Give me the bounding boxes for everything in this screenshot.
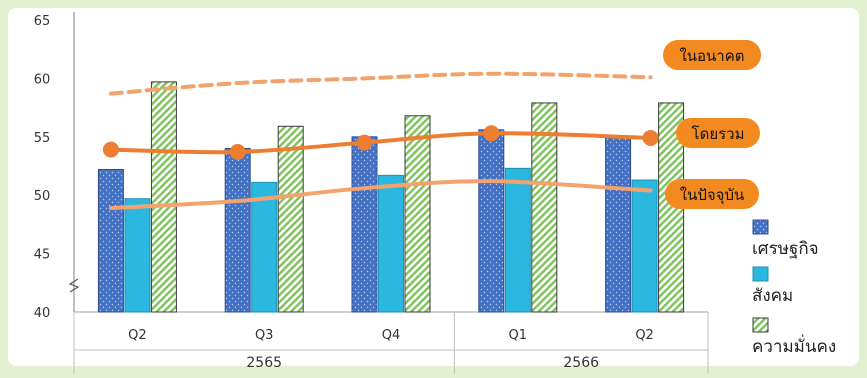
x-group-label: 2566 [563, 355, 599, 371]
line-marker-2 [356, 134, 373, 151]
legend-label-2: ความมั่นคง [752, 334, 836, 357]
legend-swatch-1 [752, 266, 769, 282]
line-label-2: ในปัจจุบัน [680, 186, 744, 205]
line-label-1: โดยรวม [692, 125, 745, 143]
bar-series-1-cat-0 [124, 198, 151, 313]
line-label-bubble-1 [676, 118, 760, 148]
bar-series-0-cat-2 [351, 136, 378, 313]
legend-swatch-0 [752, 219, 769, 235]
bar-series-0-cat-4 [605, 137, 632, 313]
bar-series-0-cat-0 [97, 169, 124, 313]
bar-series-1-cat-3 [504, 167, 531, 313]
axis-break-mark [68, 278, 80, 293]
line-marker-0 [102, 141, 119, 158]
bar-series-1-cat-4 [631, 179, 658, 313]
line-label-bubble-2 [665, 179, 759, 209]
y-tick-label-60: 60 [34, 72, 51, 87]
bar-series-1-cat-1 [251, 181, 278, 313]
line-label-bubble-0 [663, 40, 761, 70]
line-marker-3 [483, 125, 500, 142]
y-tick-label-40: 40 [34, 306, 51, 321]
line-series-2 [108, 179, 653, 211]
bar-series-2-cat-3 [531, 102, 558, 313]
x-tick-label: Q2 [635, 328, 654, 343]
x-tick-label: Q4 [382, 328, 401, 343]
x-tick-label: Q3 [255, 328, 274, 343]
bar-series-2-cat-1 [277, 125, 304, 313]
bar-series-0-cat-1 [224, 147, 251, 313]
line-marker-1 [229, 143, 246, 160]
x-group-label: 2565 [246, 355, 282, 371]
x-tick-label: Q2 [128, 328, 147, 343]
legend-label-0: เศรษฐกิจ [752, 239, 819, 259]
x-tick-label: Q1 [509, 328, 528, 343]
bar-series-0-cat-3 [478, 129, 505, 313]
y-tick-label-50: 50 [34, 189, 51, 204]
line-marker-4 [642, 129, 659, 146]
bar-series-2-cat-2 [404, 115, 431, 313]
line-series-0 [108, 71, 653, 96]
legend-swatch-2 [752, 317, 769, 333]
y-tick-label-55: 55 [34, 131, 51, 146]
bar-series-1-cat-2 [378, 174, 404, 313]
bar-series-2-cat-0 [150, 81, 177, 313]
line-label-0: ในอนาคต [679, 47, 744, 65]
y-tick-label-45: 45 [34, 248, 51, 263]
y-tick-label-65: 65 [34, 14, 51, 29]
legend-label-1: สังคม [752, 286, 793, 306]
